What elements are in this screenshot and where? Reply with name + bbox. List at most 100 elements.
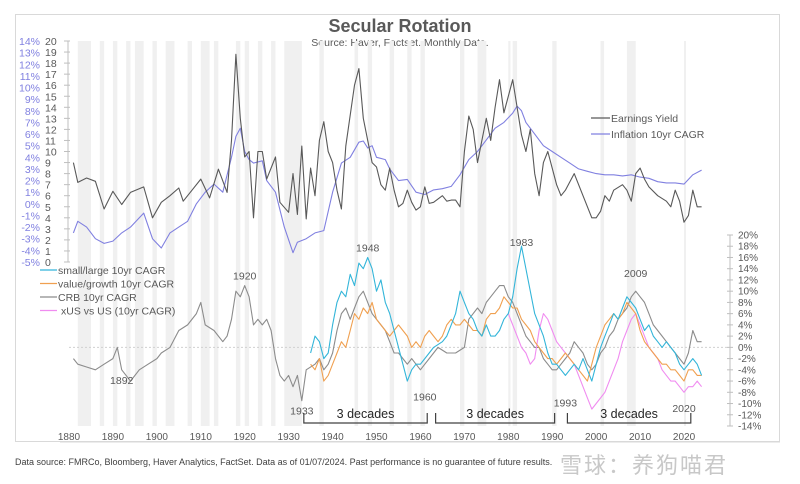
pct-tick-label: 12% [738,275,758,286]
inflation-tick-label: -4% [21,245,40,257]
pct-tick-label: -14% [738,422,761,433]
ey-tick-label: 8 [45,169,51,181]
inflation-tick-label: 2% [25,176,40,188]
x-tick-label: 1970 [453,432,476,443]
legend-label: value/growth 10yr CAGR [58,279,175,291]
shading-band [112,41,118,426]
year-annotation: 1892 [110,375,134,387]
chart-title: Secular Rotation [328,16,472,36]
x-tick-label: 1940 [321,432,344,443]
shading-band [77,41,91,426]
shading-band [407,41,412,426]
legend-label: xUS vs US (10yr CAGR) [61,306,175,318]
shading-band [552,41,557,426]
shading-band [284,41,302,426]
x-tick-label: 1910 [190,432,213,443]
series-inflation [72,105,702,254]
ey-tick-label: 4 [45,213,51,225]
pct-tick-label: 10% [738,287,758,298]
pct-tick-label: 4% [738,320,753,331]
series-small-large [310,245,703,382]
shading-band [512,41,518,426]
inflation-tick-label: 10% [19,83,40,95]
year-annotation: 1993 [554,397,578,409]
inflation-tick-label: 8% [25,106,40,118]
x-tick-label: 2010 [629,432,652,443]
axes: 01234567891011121314151617181920-5%-4%-3… [19,36,780,443]
shading-band [257,41,263,426]
pct-tick-label: 2% [738,332,753,343]
shading-band [420,41,425,426]
shading-band [600,41,605,426]
year-annotation: 1948 [356,242,380,254]
x-tick-label: 2000 [585,432,608,443]
shading-band [626,41,636,426]
legend-label: CRB 10yr CAGR [58,292,137,304]
pct-tick-label: -8% [738,388,756,399]
series-earnings-yield [72,53,702,223]
x-tick-label: 1930 [278,432,301,443]
legend-label: Earnings Yield [611,113,678,125]
annotations: 1892 1920 1933 1948 1960 1983 1993 2009 2020 3 de… [110,237,696,424]
shading-band [99,41,105,426]
shading-band [367,41,373,426]
inflation-tick-label: 11% [20,71,40,83]
pct-tick-label: 14% [738,264,758,275]
inflation-tick-label: 1% [25,187,40,199]
x-tick-label: 2020 [673,432,696,443]
year-annotation: 1933 [290,406,314,418]
inflation-tick-label: 12% [19,59,40,71]
decade-label: 3 decades [600,407,658,421]
inflation-tick-label: -5% [21,257,40,269]
ey-tick-label: 19 [45,47,57,59]
x-tick-label: 1990 [541,432,564,443]
ey-tick-label: 11 [45,135,56,147]
x-tick-label: 1880 [58,432,81,443]
pct-tick-label: -6% [738,377,756,388]
shading-band [244,41,250,426]
decade-label: 3 decades [337,407,395,421]
year-annotation: 1960 [413,392,437,404]
decade-bracket [435,413,556,424]
x-tick-label: 1950 [365,432,388,443]
series-value-growth [310,296,702,382]
ey-tick-label: 7 [45,180,51,192]
ey-tick-label: 17 [45,69,57,81]
inflation-tick-label: 6% [25,129,40,141]
ey-tick-label: 5 [45,202,51,214]
shading-band [134,41,144,426]
ey-tick-label: 2 [45,235,51,247]
shading-band [459,41,465,426]
ey-tick-label: 14 [45,102,57,114]
legend-label: small/large 10yr CAGR [58,265,166,277]
shading-band [508,41,511,426]
ey-tick-label: 3 [45,224,51,236]
pct-tick-label: 16% [738,253,758,264]
shading-band [354,41,359,426]
shading-band [187,41,193,426]
shading-band [152,41,157,426]
pct-tick-label: -2% [738,354,756,365]
pct-tick-label: 18% [738,242,758,253]
shading-band [200,41,210,426]
shading-band [684,41,687,426]
inflation-tick-label: 4% [25,152,40,164]
shading-band [389,41,395,426]
inflation-tick-label: 0% [25,199,40,211]
shading-band [213,41,219,426]
pct-tick-label: 8% [738,298,753,309]
inflation-tick-label: 5% [25,141,40,153]
ey-tick-label: 10 [45,147,57,159]
series-xus-us [507,313,703,410]
legend-label: Inflation 10yr CAGR [611,129,705,141]
year-annotation: 1920 [233,271,257,283]
inflation-tick-label: 13% [19,48,40,60]
ey-tick-label: 20 [45,36,57,48]
pct-tick-label: -10% [738,399,761,410]
inflation-tick-label: 14% [19,36,40,48]
inflation-tick-label: -3% [21,234,40,246]
series-crb [72,285,702,402]
pct-tick-label: -12% [738,410,761,421]
ey-tick-label: 0 [45,257,51,269]
